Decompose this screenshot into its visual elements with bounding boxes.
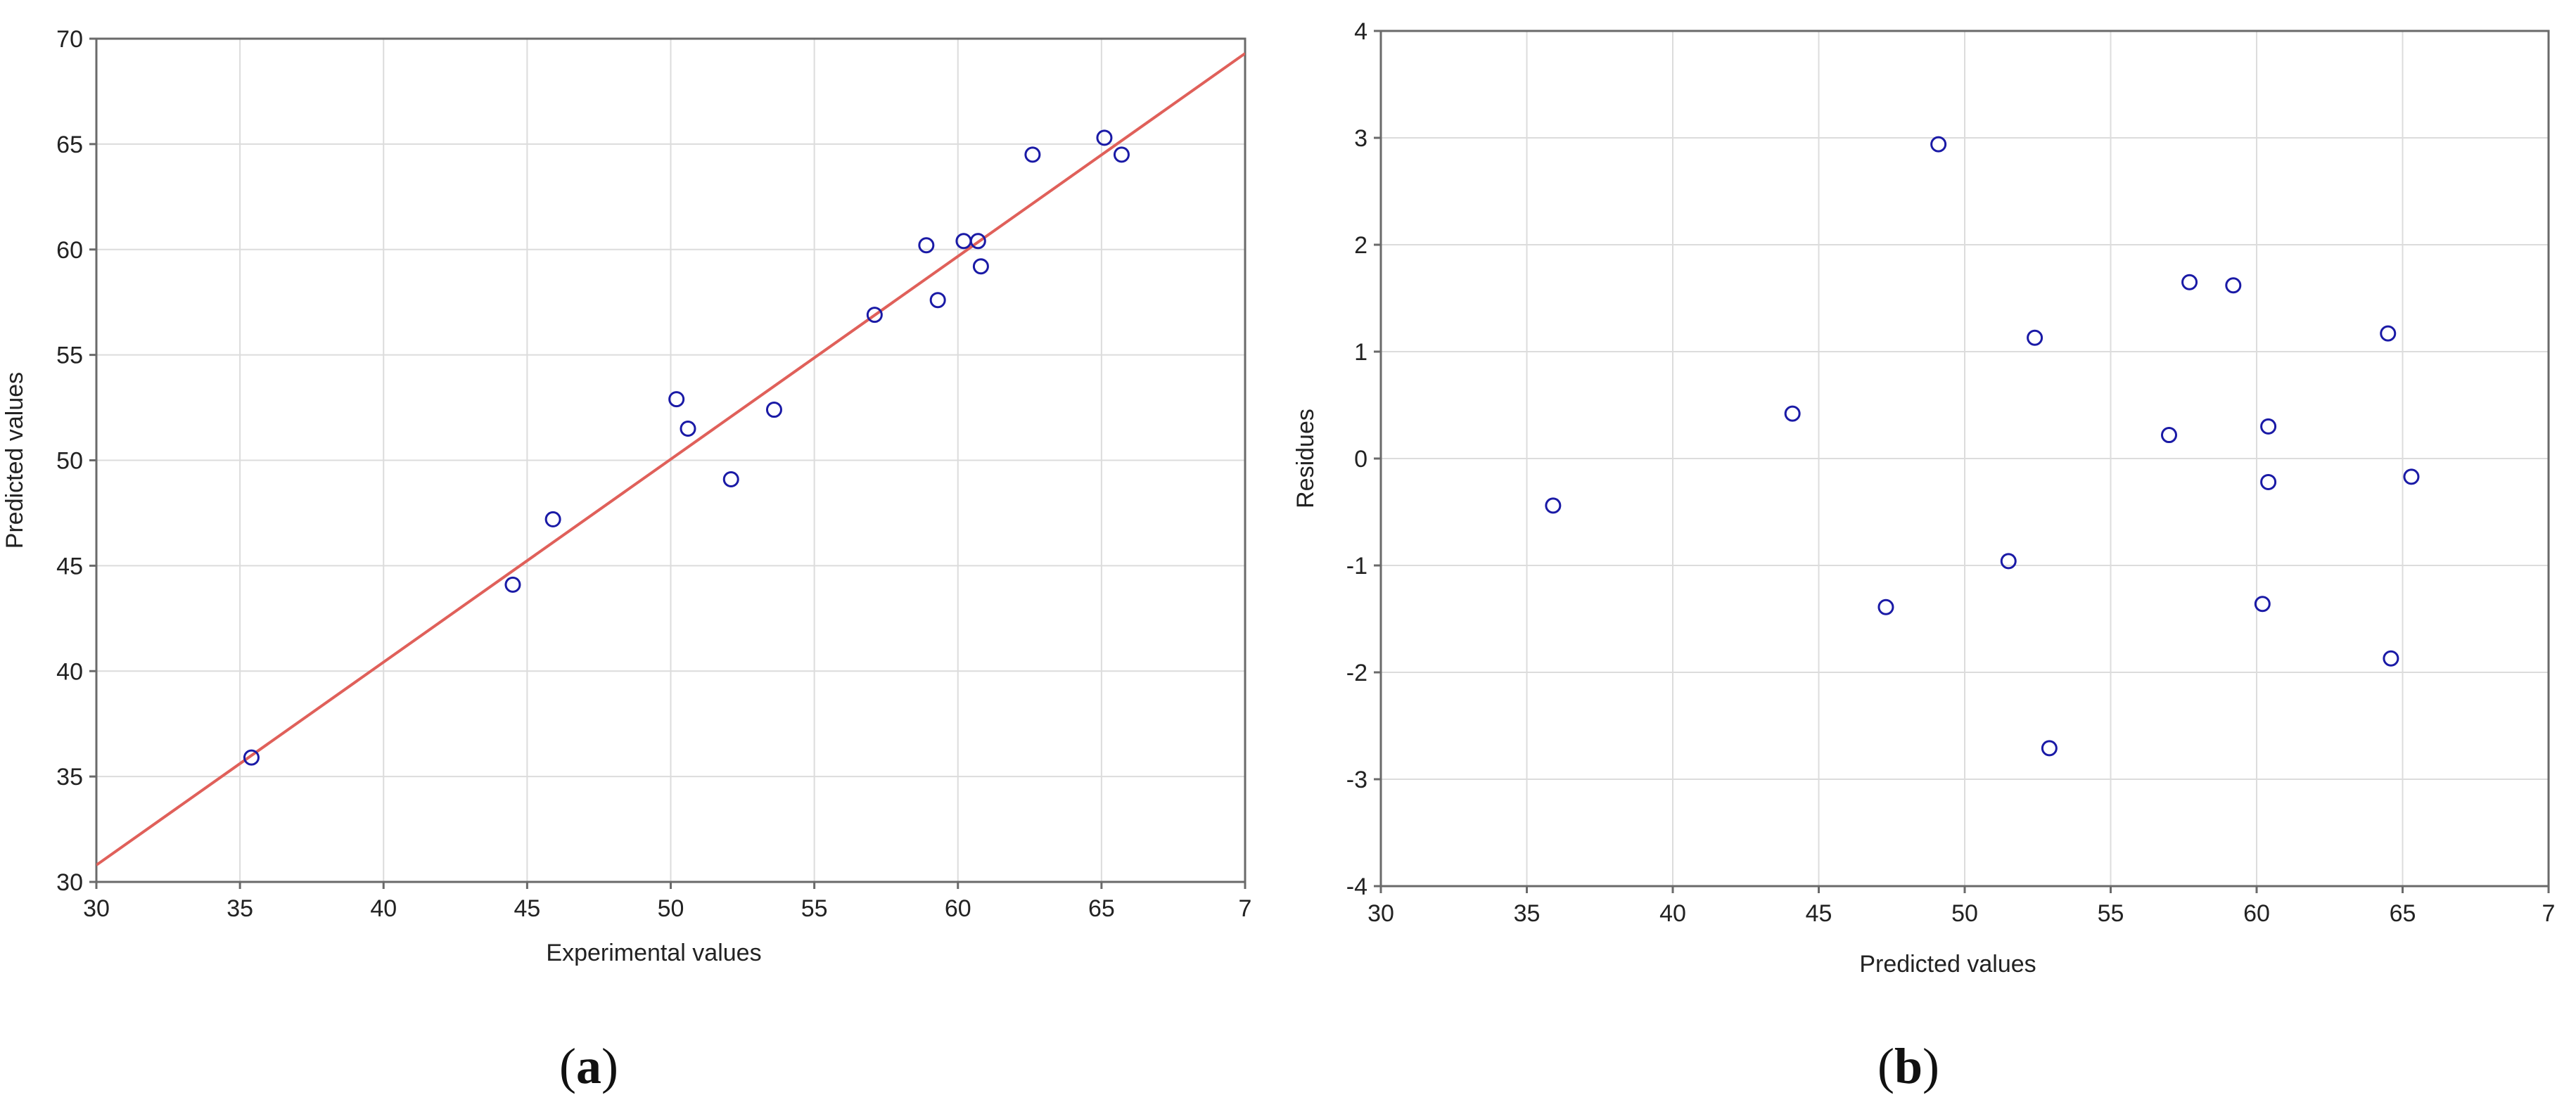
data-point xyxy=(2000,553,2017,570)
y-tick-label: 1 xyxy=(1354,339,1367,366)
panel-caption: (b) xyxy=(1877,1038,1939,1094)
data-point xyxy=(2254,596,2271,613)
data-point xyxy=(918,237,935,254)
data-point xyxy=(2161,427,2177,444)
x-tick-label: 45 xyxy=(1806,900,1832,927)
x-tick-label: 30 xyxy=(83,895,110,922)
y-tick-label: 35 xyxy=(56,764,83,790)
data-point xyxy=(2181,274,2198,290)
y-tick-label: -4 xyxy=(1346,873,1367,900)
y-tick-label: 30 xyxy=(56,869,83,896)
y-axis-title: Predicted values xyxy=(1,372,28,549)
x-axis-title: Predicted values xyxy=(1859,951,2036,978)
y-tick-label: 50 xyxy=(56,448,83,475)
data-point xyxy=(929,292,946,309)
x-tick-label: 50 xyxy=(658,895,684,922)
data-point xyxy=(2260,473,2277,490)
panel-caption-letter: b xyxy=(1894,1038,1923,1094)
data-point xyxy=(2260,418,2277,435)
panel-caption-letter: a xyxy=(576,1038,601,1094)
data-point xyxy=(2225,277,2242,294)
y-tick-label: -3 xyxy=(1346,767,1367,793)
data-point xyxy=(972,258,989,275)
fit-line xyxy=(96,52,1245,866)
y-tick-label: 40 xyxy=(56,658,83,685)
y-tick-label: 0 xyxy=(1354,446,1367,473)
y-tick-label: 45 xyxy=(56,553,83,580)
x-tick-label: 65 xyxy=(1088,895,1115,922)
data-point xyxy=(504,576,521,593)
y-tick-label: 2 xyxy=(1354,232,1367,259)
x-tick-label: 35 xyxy=(1514,900,1541,927)
x-tick-label: 55 xyxy=(2098,900,2124,927)
x-tick-label: 60 xyxy=(945,895,971,922)
panel-a-scatter-plot: 30 35 40 45 50 55 60 65 7 30 35 40 45 50 55 60 65 70 Exper… xyxy=(1,26,1251,1094)
data-point xyxy=(544,511,561,527)
x-axis-title: Experimental values xyxy=(546,940,761,966)
data-point xyxy=(668,391,685,408)
x-tick-label: 40 xyxy=(1659,900,1686,927)
y-tick-label: 60 xyxy=(56,237,83,264)
plot-border xyxy=(95,37,1246,883)
data-point xyxy=(1877,598,1894,615)
data-point xyxy=(1930,136,1947,153)
x-tick-label: 45 xyxy=(514,895,540,922)
data-point xyxy=(2027,329,2043,346)
data-point xyxy=(1545,497,1562,514)
y-tick-label: -2 xyxy=(1346,660,1367,686)
data-point xyxy=(866,307,883,324)
data-point xyxy=(2403,468,2420,485)
panel-caption: (a) xyxy=(559,1038,618,1094)
x-tick-label: 65 xyxy=(2390,900,2416,927)
y-tick-label: 65 xyxy=(56,132,83,158)
x-tick-label: 60 xyxy=(2243,900,2270,927)
y-axis-title: Residues xyxy=(1292,409,1319,508)
x-tick-label: 40 xyxy=(370,895,397,922)
y-tick-label: -1 xyxy=(1346,553,1367,580)
data-point xyxy=(2383,650,2399,667)
data-point xyxy=(765,402,782,418)
data-point xyxy=(722,470,739,487)
data-point xyxy=(680,421,696,437)
data-layer xyxy=(1545,136,2420,757)
x-tick-label: 30 xyxy=(1367,900,1394,927)
y-tick-label: 70 xyxy=(56,26,83,53)
y-tick-label: 3 xyxy=(1354,125,1367,152)
y-tick-label: 55 xyxy=(56,342,83,369)
data-point xyxy=(2041,740,2058,757)
data-point xyxy=(1784,405,1801,422)
data-point xyxy=(969,233,986,250)
x-tick-label: 7 xyxy=(1239,895,1252,922)
data-point xyxy=(1024,146,1041,163)
data-layer xyxy=(96,52,1245,866)
y-tick-label: 4 xyxy=(1354,18,1367,45)
data-point xyxy=(1113,146,1130,163)
data-point xyxy=(2380,325,2397,342)
x-tick-label: 50 xyxy=(1951,900,1978,927)
panel-b-residual-plot: 30 35 40 45 50 55 60 65 7 -4 -3 -2 -1 0 1 2 3 4 Predicted … xyxy=(1292,18,2555,1094)
plot-border xyxy=(1379,30,2550,888)
x-tick-label: 7 xyxy=(2542,900,2556,927)
data-point xyxy=(1096,129,1113,146)
data-point xyxy=(243,749,260,766)
x-tick-label: 55 xyxy=(801,895,828,922)
x-tick-label: 35 xyxy=(227,895,253,922)
